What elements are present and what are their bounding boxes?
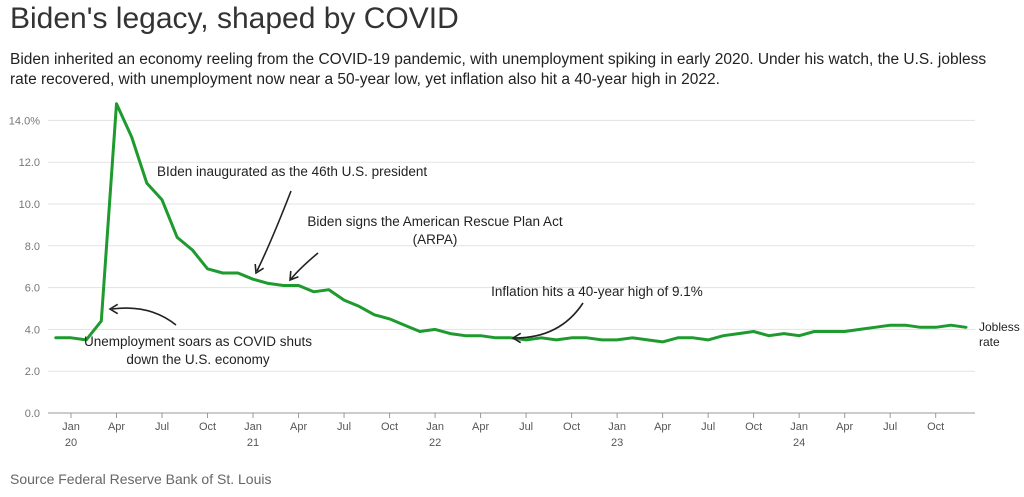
arrowhead	[511, 332, 522, 344]
x-tick-label: Jan	[608, 421, 626, 433]
x-tick-label: Apr	[472, 421, 489, 433]
source-note: Source Federal Reserve Bank of St. Louis	[10, 471, 272, 487]
annotation: BIden inaugurated as the 46th U.S. presi…	[157, 164, 427, 275]
x-tick-year-label: 21	[247, 437, 259, 449]
annotation-arrow	[111, 307, 177, 326]
y-tick-label: 6.0	[25, 283, 40, 295]
series: Jobless rate	[54, 102, 1020, 349]
y-tick-label: 4.0	[25, 324, 40, 336]
gridlines	[48, 119, 975, 372]
annotation-text: Unemployment soars as COVID shuts down th…	[84, 334, 312, 367]
arrowhead	[254, 263, 265, 275]
x-tick-label: Jan	[426, 421, 444, 433]
jobless-rate-line	[54, 102, 968, 344]
x-tick-label: Jul	[519, 421, 533, 433]
chart-subtitle: Biden inherited an economy reeling from …	[10, 51, 987, 88]
annotation: Unemployment soars as COVID shuts down th…	[84, 303, 312, 367]
x-tick-label: Jan	[790, 421, 808, 433]
x-tick-year-label: 24	[793, 437, 805, 449]
axes: 0.0 2.0 4.0 6.0 8.0 10.0 12.0 14.0% Jan 20 Apr Jul O…	[9, 115, 975, 449]
x-tick-label: Oct	[381, 421, 398, 433]
annotation: Biden signs the American Rescue Plan Act…	[289, 214, 563, 282]
y-tick-label: 14.0%	[9, 115, 40, 127]
annotation-text: Inflation hits a 40-year high of 9.1%	[491, 284, 703, 299]
y-tick-label: 8.0	[25, 241, 40, 253]
series-label: Jobless rate	[979, 320, 1020, 349]
x-tick-label: Jul	[701, 421, 715, 433]
chart-title: Biden's legacy, shaped by COVID	[10, 2, 459, 35]
arrowhead	[289, 270, 299, 282]
annotation: Inflation hits a 40-year high of 9.1%	[491, 284, 703, 344]
arrowhead	[108, 303, 119, 315]
x-tick-label: Oct	[199, 421, 216, 433]
annotation-text: BIden inaugurated as the 46th U.S. presi…	[157, 164, 427, 179]
x-tick-year-label: 23	[611, 437, 623, 449]
annotation-arrow	[514, 302, 584, 339]
y-tick-label: 10.0	[19, 199, 40, 211]
x-tick-label: Apr	[654, 421, 671, 433]
x-tick-label: Jul	[155, 421, 169, 433]
y-tick-label: 2.0	[25, 366, 40, 378]
x-tick-label: Oct	[563, 421, 580, 433]
annotations: Unemployment soars as COVID shuts down th…	[84, 164, 703, 367]
x-tick-label: Apr	[290, 421, 307, 433]
x-tick-label: Oct	[745, 421, 762, 433]
annotation-text: Biden signs the American Rescue Plan Act…	[307, 214, 562, 247]
y-tick-label: 0.0	[25, 408, 40, 420]
annotation-arrow	[256, 190, 292, 272]
x-tick-label: Jan	[62, 421, 80, 433]
x-tick-label: Jan	[244, 421, 262, 433]
x-tick-label: Oct	[927, 421, 944, 433]
x-tick-label: Apr	[836, 421, 853, 433]
x-tick-label: Jul	[337, 421, 351, 433]
x-tick-year-label: 22	[429, 437, 441, 449]
x-tick-label: Apr	[108, 421, 125, 433]
annotation-arrow	[290, 252, 319, 280]
x-tick-label: Jul	[883, 421, 897, 433]
x-tick-year-label: 20	[65, 437, 77, 449]
y-tick-label: 12.0	[19, 157, 40, 169]
